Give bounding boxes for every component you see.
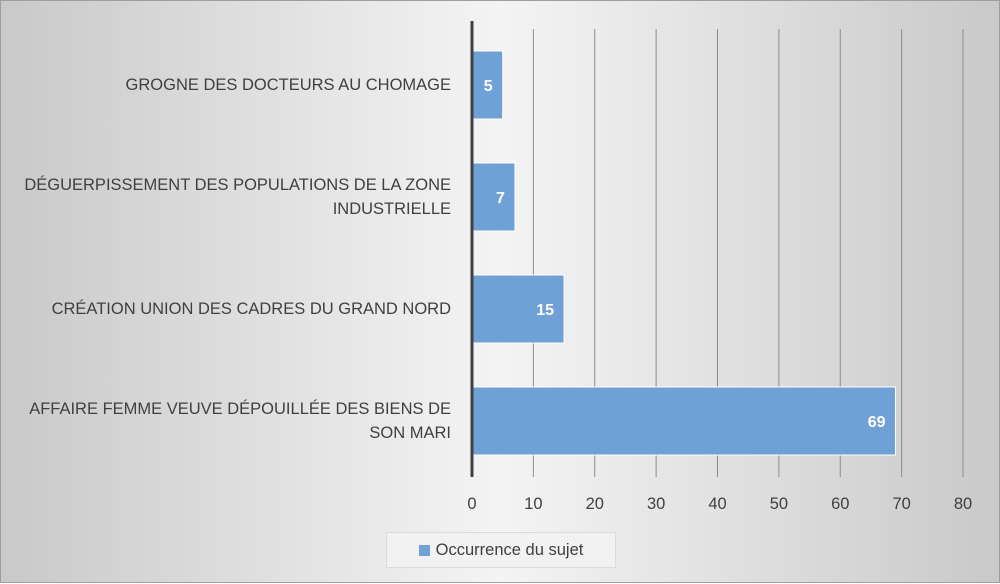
x-tick-label: 80: [953, 495, 973, 513]
x-tick-label: 60: [831, 495, 850, 513]
legend-swatch: [418, 544, 430, 556]
x-tick-label: 30: [646, 495, 666, 513]
legend: Occurrence du sujet: [386, 532, 616, 568]
category-label-deguerpissement: DÉGUERPISSEMENT DES POPULATIONS DE LA ZO…: [24, 176, 451, 218]
bar: [471, 274, 565, 344]
x-tick-label: 0: [467, 495, 477, 513]
data-label: 7: [496, 190, 505, 207]
bar: [471, 162, 516, 232]
x-tick-label: 20: [585, 495, 604, 513]
data-label: 5: [484, 78, 493, 95]
bar: [471, 386, 896, 456]
data-label: 69: [868, 414, 886, 431]
x-tick-label: 40: [708, 495, 727, 513]
category-label-grogne: GROGNE DES DOCTEURS AU CHOMAGE: [125, 76, 451, 94]
category-label-creation-union: CRÉATION UNION DES CADRES DU GRAND NORD: [51, 300, 451, 318]
x-tick-label: 70: [892, 495, 911, 513]
x-tick-label: 10: [524, 495, 543, 513]
data-label: 15: [536, 302, 554, 319]
legend-label: Occurrence du sujet: [435, 540, 584, 559]
category-label-affaire-femme: AFFAIRE FEMME VEUVE DÉPOUILLÉE DES BIENS…: [29, 400, 451, 442]
x-tick-label: 50: [769, 495, 789, 513]
